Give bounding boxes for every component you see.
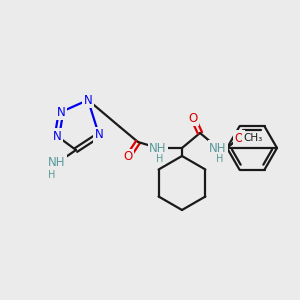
Text: H: H — [156, 154, 164, 164]
Text: CH₃: CH₃ — [243, 133, 262, 143]
Text: NH: NH — [209, 142, 227, 154]
Text: O: O — [234, 131, 244, 145]
Text: O: O — [123, 151, 133, 164]
Text: H: H — [216, 154, 224, 164]
Text: N: N — [52, 130, 62, 142]
Text: N: N — [94, 128, 103, 142]
Text: N: N — [57, 106, 65, 118]
Text: N: N — [84, 94, 92, 106]
Text: NH: NH — [149, 142, 167, 154]
Text: NH: NH — [48, 157, 66, 169]
Text: H: H — [48, 170, 56, 180]
Text: O: O — [188, 112, 198, 124]
